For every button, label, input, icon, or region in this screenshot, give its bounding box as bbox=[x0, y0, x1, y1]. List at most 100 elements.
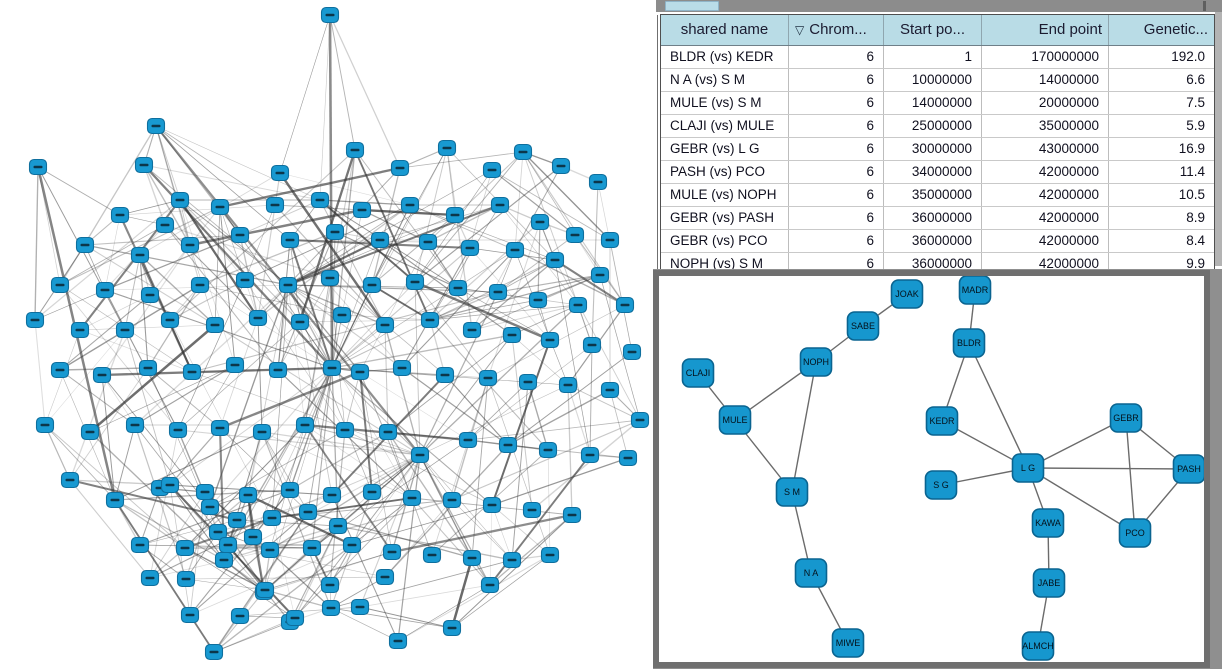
network-edge[interactable] bbox=[289, 239, 403, 369]
network-edge[interactable] bbox=[379, 204, 501, 241]
network-edge[interactable] bbox=[34, 199, 181, 321]
network-edge[interactable] bbox=[489, 514, 573, 586]
network-edge[interactable] bbox=[179, 199, 259, 319]
network-node[interactable] bbox=[540, 331, 560, 349]
network-node[interactable] bbox=[210, 419, 230, 437]
network-edge[interactable] bbox=[537, 221, 541, 301]
network-edge[interactable] bbox=[429, 299, 539, 321]
network-edge[interactable] bbox=[491, 339, 551, 506]
network-edge[interactable] bbox=[537, 274, 601, 301]
network-edge[interactable] bbox=[287, 214, 456, 286]
network-node-MIWE[interactable]: MIWE bbox=[831, 628, 865, 658]
network-edge[interactable] bbox=[287, 284, 361, 373]
network-node[interactable] bbox=[482, 496, 502, 514]
network-edge[interactable] bbox=[184, 517, 273, 549]
network-edge[interactable] bbox=[401, 367, 509, 446]
network-node[interactable] bbox=[285, 609, 305, 627]
network-edge[interactable] bbox=[119, 204, 276, 216]
network-node[interactable] bbox=[35, 416, 55, 434]
network-edge[interactable] bbox=[487, 221, 541, 379]
network-edge[interactable] bbox=[411, 497, 491, 586]
network-edge[interactable] bbox=[239, 511, 309, 617]
network-edge[interactable] bbox=[277, 284, 289, 371]
network-edge[interactable] bbox=[429, 304, 579, 321]
network-edge[interactable] bbox=[489, 504, 493, 586]
network-node-CLAJI[interactable]: CLAJI bbox=[681, 358, 715, 388]
network-edge[interactable] bbox=[401, 249, 516, 369]
network-edge[interactable] bbox=[331, 247, 471, 369]
network-node[interactable] bbox=[50, 276, 70, 294]
network-edge[interactable] bbox=[419, 304, 579, 456]
network-edge[interactable] bbox=[522, 151, 579, 306]
network-edge[interactable] bbox=[177, 279, 246, 431]
network-edge[interactable] bbox=[359, 371, 393, 553]
network-node[interactable] bbox=[80, 423, 100, 441]
network-edge[interactable] bbox=[185, 578, 266, 591]
network-edge[interactable] bbox=[199, 284, 343, 316]
network-node[interactable] bbox=[115, 321, 135, 339]
network-edge[interactable] bbox=[69, 329, 126, 481]
network-edge[interactable] bbox=[59, 206, 221, 286]
network-node[interactable] bbox=[134, 156, 154, 174]
network-edge[interactable] bbox=[467, 419, 641, 441]
network-node[interactable] bbox=[518, 373, 538, 391]
network-node-LG[interactable]: L G bbox=[1011, 453, 1045, 483]
filtered-network-canvas[interactable]: CLAJI MULE NOPH SABE JOAK MADR BLDR KEDR S M N A M… bbox=[659, 276, 1204, 662]
network-edge[interactable] bbox=[554, 259, 626, 306]
network-edge[interactable] bbox=[79, 324, 216, 331]
network-node[interactable] bbox=[480, 576, 500, 594]
network-edge[interactable] bbox=[59, 284, 179, 431]
overview-network-canvas[interactable] bbox=[0, 0, 653, 669]
network-node[interactable] bbox=[155, 216, 175, 234]
table-row[interactable]: GEBR (vs) L G 6 30000000 43000000 16.9 bbox=[661, 138, 1214, 161]
network-edge[interactable] bbox=[185, 576, 386, 580]
network-node-MADR[interactable]: MADR bbox=[958, 276, 992, 305]
network-node[interactable] bbox=[238, 486, 258, 504]
network-node[interactable] bbox=[175, 539, 195, 557]
network-edge[interactable] bbox=[134, 284, 289, 426]
table-row[interactable]: GEBR (vs) PASH 6 36000000 42000000 8.9 bbox=[661, 207, 1214, 230]
network-node[interactable] bbox=[50, 361, 70, 379]
network-edge[interactable] bbox=[469, 247, 551, 341]
network-edge[interactable] bbox=[59, 294, 151, 371]
network-edge[interactable] bbox=[329, 429, 346, 586]
network-edge[interactable] bbox=[330, 607, 453, 629]
network-node[interactable] bbox=[402, 489, 422, 507]
network-edge[interactable] bbox=[384, 444, 509, 578]
network-edge[interactable] bbox=[359, 606, 453, 629]
network-edge[interactable] bbox=[514, 249, 569, 386]
network-edge[interactable] bbox=[409, 204, 556, 261]
network-node[interactable] bbox=[445, 206, 465, 224]
network-edge[interactable] bbox=[59, 369, 136, 426]
network-node[interactable] bbox=[390, 159, 410, 177]
network-node[interactable] bbox=[622, 343, 642, 361]
network-edge[interactable] bbox=[359, 454, 421, 608]
network-edge[interactable] bbox=[219, 206, 236, 366]
network-edge[interactable] bbox=[328, 14, 334, 369]
network-edge[interactable] bbox=[279, 14, 331, 174]
network-edge[interactable] bbox=[169, 279, 246, 321]
network-node[interactable] bbox=[321, 599, 341, 617]
network-edge[interactable] bbox=[319, 199, 416, 283]
network-edge[interactable] bbox=[124, 329, 171, 486]
network-edge[interactable] bbox=[101, 244, 191, 376]
network-node[interactable] bbox=[325, 223, 345, 241]
network-node[interactable] bbox=[230, 226, 250, 244]
network-node[interactable] bbox=[448, 279, 468, 297]
network-edge[interactable] bbox=[219, 206, 246, 281]
network-node[interactable] bbox=[588, 173, 608, 191]
network-edge[interactable] bbox=[427, 204, 501, 243]
network-edge[interactable] bbox=[223, 367, 333, 561]
network-edge[interactable] bbox=[287, 284, 386, 326]
network-edge[interactable] bbox=[451, 554, 551, 629]
network-node[interactable] bbox=[290, 313, 310, 331]
network-edge[interactable] bbox=[491, 169, 576, 236]
network-edge[interactable] bbox=[294, 454, 421, 619]
network-node[interactable] bbox=[502, 326, 522, 344]
network-edge[interactable] bbox=[34, 166, 39, 321]
network-edge[interactable] bbox=[511, 304, 579, 336]
network-edge[interactable] bbox=[429, 291, 499, 321]
network-edge[interactable] bbox=[143, 164, 166, 226]
network-node[interactable] bbox=[180, 606, 200, 624]
network-edge[interactable] bbox=[271, 284, 289, 519]
